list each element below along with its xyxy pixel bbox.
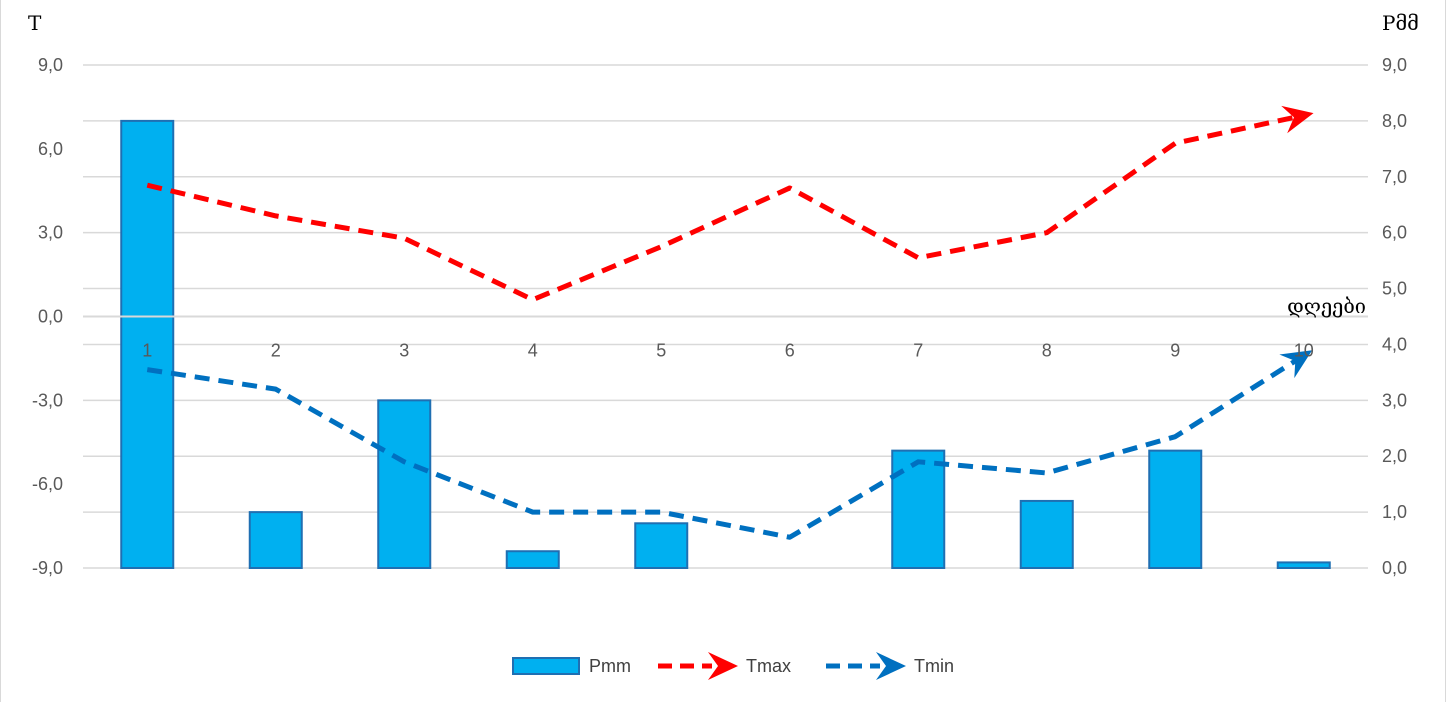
left-tick-label: 3,0: [38, 223, 63, 243]
bar: [1148, 449, 1203, 569]
legend-label-tmin: Tmin: [914, 656, 954, 676]
right-tick-label: 8,0: [1382, 111, 1407, 131]
bar: [891, 449, 946, 569]
right-tick-label: 6,0: [1382, 223, 1407, 243]
category-label: 8: [1042, 341, 1052, 361]
line-tmax: [146, 112, 1305, 303]
category-label: 10: [1294, 341, 1314, 361]
gridlines: [83, 64, 1368, 569]
right-tick-label: 2,0: [1382, 446, 1407, 466]
right-tick-label: 7,0: [1382, 167, 1407, 187]
left-tick-label: 9,0: [38, 55, 63, 75]
legend-label-pmm: Pmm: [589, 656, 631, 676]
bar: [120, 119, 175, 569]
category-label: 1: [142, 341, 152, 361]
bar: [634, 522, 689, 569]
bar-series-pmm: [120, 119, 1331, 570]
category-label: 5: [656, 341, 666, 361]
right-tick-label: 3,0: [1382, 390, 1407, 410]
left-axis-title: T: [28, 11, 42, 35]
legend: Pmm Tmax Tmin: [512, 652, 954, 680]
left-tick-label: 0,0: [38, 307, 63, 327]
right-tick-label: 1,0: [1382, 502, 1407, 522]
category-label: 7: [913, 341, 923, 361]
legend-swatch-pmm: [512, 657, 580, 675]
bar: [377, 399, 432, 570]
arrowhead-tmin: [1279, 350, 1313, 379]
right-tick-label: 9,0: [1382, 55, 1407, 75]
category-label: 6: [785, 341, 795, 361]
right-axis-title: Pმმ: [1382, 11, 1419, 35]
left-tick-label: -6,0: [32, 474, 63, 494]
left-tick-label: -9,0: [32, 558, 63, 578]
right-axis-ticks: 9,0 8,0 7,0 6,0 5,0 4,0 3,0 2,0 1,0 0,0: [1382, 55, 1407, 578]
line-tmin: [146, 353, 1306, 540]
category-labels: 1 2 3 4 5 6 7 8 9 10: [142, 341, 1314, 361]
bar: [248, 511, 303, 569]
right-tick-label: 4,0: [1382, 334, 1407, 354]
category-label: 2: [271, 341, 281, 361]
legend-arrow-tmax: [708, 652, 738, 680]
legend-label-tmax: Tmax: [746, 656, 791, 676]
x-axis-title: დღეები: [1287, 294, 1366, 318]
category-label: 4: [528, 341, 538, 361]
line-series: [146, 105, 1314, 540]
category-label: 9: [1170, 341, 1180, 361]
bar: [1276, 561, 1331, 570]
left-tick-label: -3,0: [32, 390, 63, 410]
left-axis-ticks: 9,0 6,0 3,0 0,0 -3,0 -6,0 -9,0: [32, 55, 63, 578]
bar: [505, 550, 560, 570]
category-label: 3: [399, 341, 409, 361]
right-tick-label: 5,0: [1382, 279, 1407, 299]
right-tick-label: 0,0: [1382, 558, 1407, 578]
left-tick-label: 6,0: [38, 139, 63, 159]
legend-arrow-tmin: [876, 652, 906, 680]
bar: [1019, 499, 1074, 569]
arrowhead-tmax: [1281, 105, 1314, 134]
